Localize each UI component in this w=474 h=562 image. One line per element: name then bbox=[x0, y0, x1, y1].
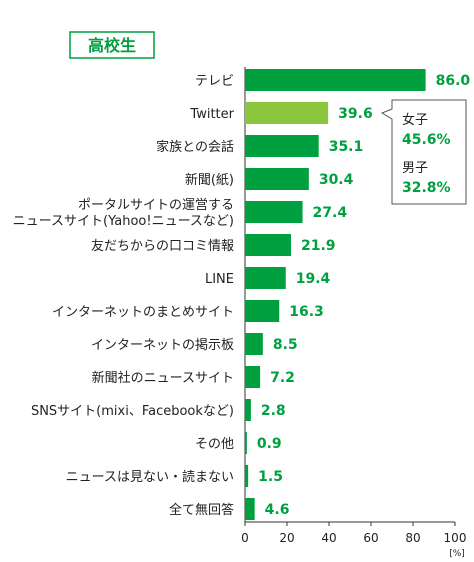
bar bbox=[245, 498, 255, 520]
category-label: 家族との会話 bbox=[156, 139, 234, 155]
callout-box bbox=[380, 99, 467, 205]
category-label-line: その他 bbox=[195, 437, 234, 452]
bar bbox=[245, 135, 319, 157]
badge: 高校生 bbox=[69, 31, 155, 59]
category-label-line: インターネットのまとめサイト bbox=[52, 305, 234, 320]
value-label: 30.4 bbox=[319, 172, 354, 188]
category-label-line: ポータルサイトの運営する bbox=[78, 198, 234, 213]
category-label-line: テレビ bbox=[195, 74, 234, 89]
category-label: Twitter bbox=[189, 107, 234, 122]
category-label: 全て無回答 bbox=[169, 502, 234, 518]
bar bbox=[245, 69, 426, 91]
category-label: 新聞社のニュースサイト bbox=[92, 370, 234, 386]
category-label-line: ニュースサイト(Yahoo!ニュースなど) bbox=[13, 214, 234, 229]
callout-label: 男子 bbox=[402, 161, 428, 176]
value-label: 21.9 bbox=[301, 238, 336, 254]
x-tick-label: 20 bbox=[279, 531, 294, 545]
bar bbox=[245, 300, 280, 322]
callout-value: 32.8% bbox=[402, 180, 451, 196]
value-label: 1.5 bbox=[258, 469, 283, 485]
value-label: 4.6 bbox=[265, 502, 290, 518]
x-tick-label: 100 bbox=[444, 531, 467, 545]
bar bbox=[245, 399, 251, 421]
category-label-line: Twitter bbox=[189, 107, 234, 122]
category-label: LINE bbox=[205, 272, 234, 287]
category-label: ポータルサイトの運営するニュースサイト(Yahoo!ニュースなど) bbox=[13, 198, 234, 229]
category-label-line: ニュースは見ない・読まない bbox=[66, 469, 234, 485]
category-label-line: LINE bbox=[205, 272, 234, 287]
callout-value: 45.6% bbox=[402, 132, 451, 148]
category-label-line: 友だちからの口コミ情報 bbox=[91, 238, 234, 254]
bar bbox=[245, 465, 249, 487]
x-tick-label: 60 bbox=[363, 531, 378, 545]
value-label: 7.2 bbox=[270, 370, 295, 386]
category-label-line: 新聞社のニュースサイト bbox=[92, 370, 234, 386]
category-label: インターネットの掲示板 bbox=[91, 337, 234, 353]
value-label: 27.4 bbox=[313, 205, 348, 221]
category-label: その他 bbox=[195, 437, 234, 452]
value-label: 2.8 bbox=[261, 403, 286, 419]
category-label: テレビ bbox=[195, 74, 234, 89]
plot-area: 0 20 40 60 80 100 [%] 86.0 テレビ 39.6 Twitter 35.1 家族と… bbox=[13, 67, 471, 559]
value-label: 0.9 bbox=[257, 436, 282, 452]
value-label: 35.1 bbox=[329, 139, 364, 155]
category-label: SNSサイト(mixi、Facebookなど) bbox=[31, 404, 234, 419]
category-label: インターネットのまとめサイト bbox=[52, 305, 234, 320]
bar bbox=[245, 234, 291, 256]
x-tick-label: 0 bbox=[241, 531, 249, 545]
callout-label: 女子 bbox=[402, 112, 428, 128]
value-label: 8.5 bbox=[273, 337, 298, 353]
bar bbox=[245, 333, 263, 355]
category-label: 友だちからの口コミ情報 bbox=[91, 238, 234, 254]
category-label: 新聞(紙) bbox=[185, 172, 234, 188]
value-label: 39.6 bbox=[338, 106, 373, 122]
x-tick-label: 80 bbox=[405, 531, 420, 545]
x-unit-label: [%] bbox=[449, 549, 465, 559]
value-label: 86.0 bbox=[436, 73, 471, 89]
category-label-line: インターネットの掲示板 bbox=[91, 337, 234, 353]
x-tick-label: 40 bbox=[321, 531, 336, 545]
badge-text: 高校生 bbox=[88, 36, 136, 55]
category-label-line: 新聞(紙) bbox=[185, 172, 234, 188]
bar bbox=[245, 267, 286, 289]
value-label: 16.3 bbox=[289, 304, 324, 320]
category-label-line: 家族との会話 bbox=[156, 139, 234, 155]
bar bbox=[245, 366, 261, 388]
bar bbox=[245, 102, 329, 124]
badge-box bbox=[69, 31, 155, 59]
bar bbox=[245, 168, 309, 190]
bar bbox=[245, 201, 303, 223]
category-label-line: SNSサイト(mixi、Facebookなど) bbox=[31, 404, 234, 419]
bar bbox=[245, 432, 247, 454]
category-label: ニュースは見ない・読まない bbox=[66, 469, 234, 485]
value-label: 19.4 bbox=[296, 271, 331, 287]
category-label-line: 全て無回答 bbox=[169, 502, 234, 518]
